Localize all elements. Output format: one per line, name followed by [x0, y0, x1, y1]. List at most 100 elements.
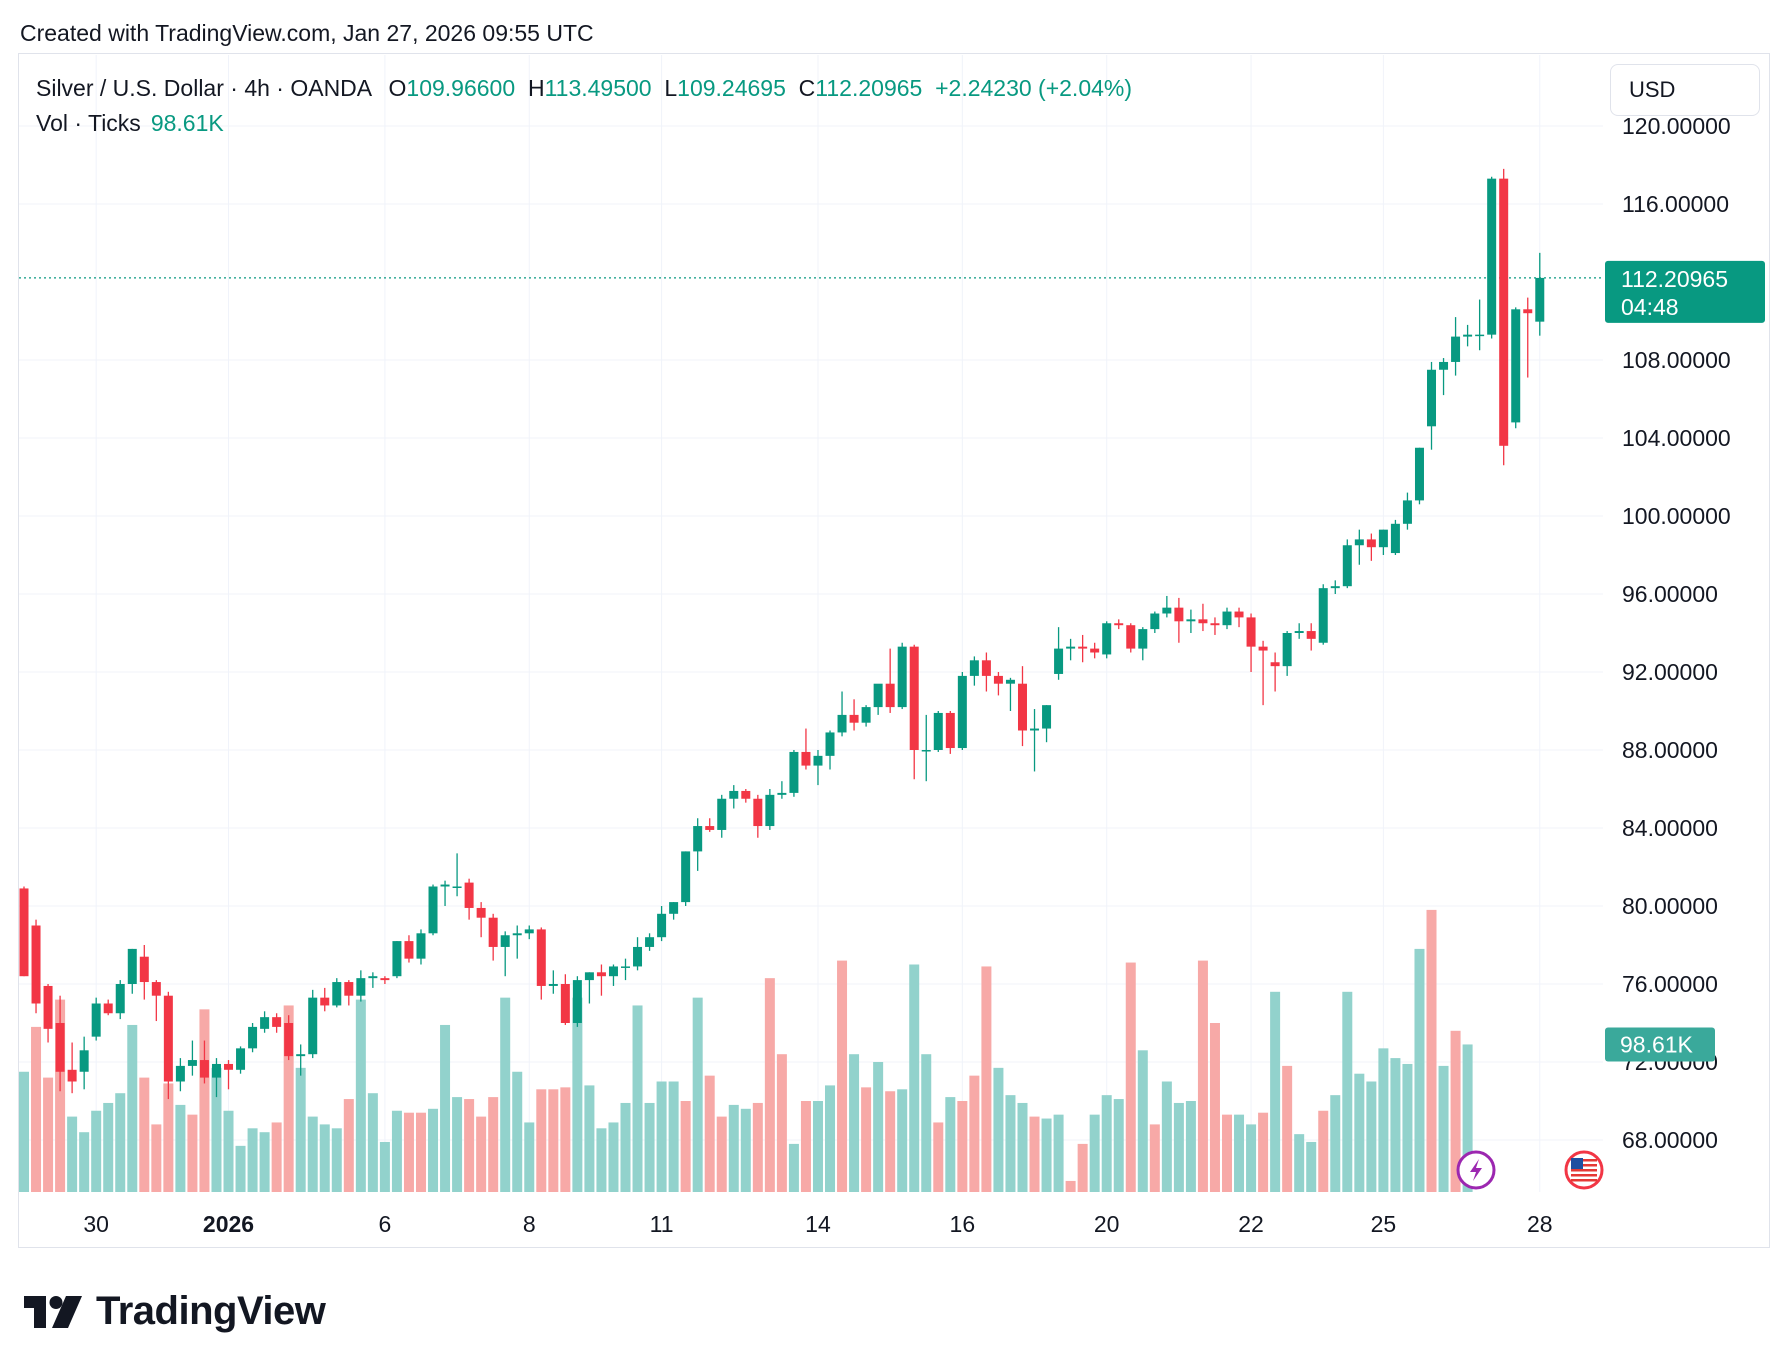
volume-bar: [788, 1143, 799, 1192]
brand-name: TradingView: [96, 1289, 326, 1333]
volume-bar: [488, 1097, 499, 1192]
candle-body: [1150, 613, 1160, 630]
volume-bar: [680, 1101, 691, 1192]
low-value: 109.24695: [677, 75, 786, 101]
close-value: 112.20965: [815, 75, 923, 101]
candle-body: [356, 978, 366, 996]
candle-body: [1114, 623, 1124, 626]
candle-body: [825, 732, 835, 756]
flag-stripe: [1571, 1169, 1597, 1172]
candle-body: [55, 1023, 65, 1072]
volume-bar: [139, 1077, 150, 1192]
volume-bar: [1065, 1180, 1076, 1192]
volume-bar: [1270, 991, 1281, 1192]
volume-bar: [837, 960, 848, 1192]
tradingview-brand[interactable]: TradingView: [24, 1289, 326, 1334]
x-tick-label: 22: [1238, 1211, 1264, 1237]
volume-bar: [764, 978, 775, 1192]
candle-body: [1523, 309, 1533, 314]
volume-bar: [692, 997, 703, 1192]
volume-bar: [43, 1077, 54, 1192]
candle-body: [669, 902, 679, 914]
candle-body: [548, 984, 558, 986]
volume-label[interactable]: Vol · Ticks: [36, 110, 141, 136]
volume-bar: [55, 999, 66, 1192]
flag-stripe: [1571, 1179, 1597, 1182]
candle-body: [224, 1063, 234, 1070]
volume-bar: [740, 1108, 751, 1192]
candle-body: [1330, 586, 1340, 589]
volume-bar: [1234, 1114, 1245, 1192]
volume-bar: [1258, 1112, 1269, 1192]
candle-body: [31, 925, 41, 1004]
volume-bar: [476, 1116, 487, 1192]
candle-body: [284, 1023, 294, 1057]
volume-bar: [1318, 1110, 1329, 1192]
candle-body: [1427, 369, 1437, 427]
volume-bar: [1113, 1099, 1124, 1192]
volume-bar: [885, 1091, 896, 1192]
candle-body: [897, 646, 907, 708]
candle-body: [476, 907, 486, 918]
volume-bar: [163, 1083, 174, 1192]
y-tick-label: 100.00000: [1622, 503, 1731, 529]
candle-body: [1511, 309, 1521, 423]
volume-bar: [656, 1081, 667, 1192]
y-tick-label: 120.00000: [1622, 113, 1731, 139]
x-tick-label: 8: [523, 1211, 536, 1237]
candle-body: [729, 790, 739, 799]
candle-body: [693, 826, 703, 852]
x-tick-label: 6: [379, 1211, 392, 1237]
candle-body: [1390, 523, 1400, 554]
candle-body: [608, 966, 618, 977]
volume-bar: [151, 1124, 162, 1192]
price-badge-countdown: 04:48: [1621, 294, 1679, 320]
volume-legend: Vol · Ticks 98.61K: [36, 110, 224, 137]
volume-bar: [921, 1054, 932, 1192]
candle-body: [175, 1065, 185, 1082]
volume-badge-value: 98.61K: [1620, 1031, 1694, 1057]
volume-bar: [1450, 1030, 1461, 1192]
volume-bar: [1137, 1050, 1148, 1192]
candle-body: [416, 933, 426, 959]
candle-body: [488, 917, 498, 947]
candle-body: [681, 851, 691, 903]
candle-body: [657, 913, 667, 938]
candle-body: [1282, 633, 1292, 667]
volume-bar: [283, 1005, 294, 1192]
candle-body: [151, 982, 161, 996]
candle-body: [1030, 728, 1040, 731]
volume-bar: [1354, 1073, 1365, 1192]
candle-body: [765, 794, 775, 827]
flag-canton: [1571, 1158, 1583, 1169]
volume-bar: [933, 1122, 944, 1192]
symbol-title[interactable]: Silver / U.S. Dollar · 4h · OANDA: [36, 75, 373, 101]
candle-body: [452, 886, 462, 888]
candle-body: [717, 798, 727, 830]
high-label: H: [527, 75, 545, 101]
candle-body: [404, 941, 414, 959]
x-tick-label: 20: [1094, 1211, 1120, 1237]
volume-bar: [187, 1114, 198, 1192]
currency-button[interactable]: USD: [1610, 64, 1760, 116]
lightning-bolt-icon: [1470, 1159, 1482, 1181]
volume-bar: [572, 997, 583, 1192]
volume-bar: [728, 1104, 739, 1192]
candle-body: [139, 956, 149, 983]
volume-bar: [897, 1089, 908, 1192]
candle-body: [1198, 619, 1208, 624]
candle-body: [1402, 500, 1412, 524]
candle-body: [560, 984, 570, 1023]
candle-body: [849, 714, 859, 723]
candle-body: [621, 966, 630, 968]
candle-body: [837, 714, 847, 733]
volume-bar: [500, 997, 511, 1192]
close-label: C: [798, 75, 816, 101]
volume-bar: [644, 1102, 655, 1192]
candle-body: [705, 826, 715, 830]
volume-bar: [1017, 1102, 1028, 1192]
volume-bar: [1209, 1023, 1220, 1192]
candle-body: [1499, 178, 1509, 446]
volume-bar: [271, 1122, 282, 1192]
